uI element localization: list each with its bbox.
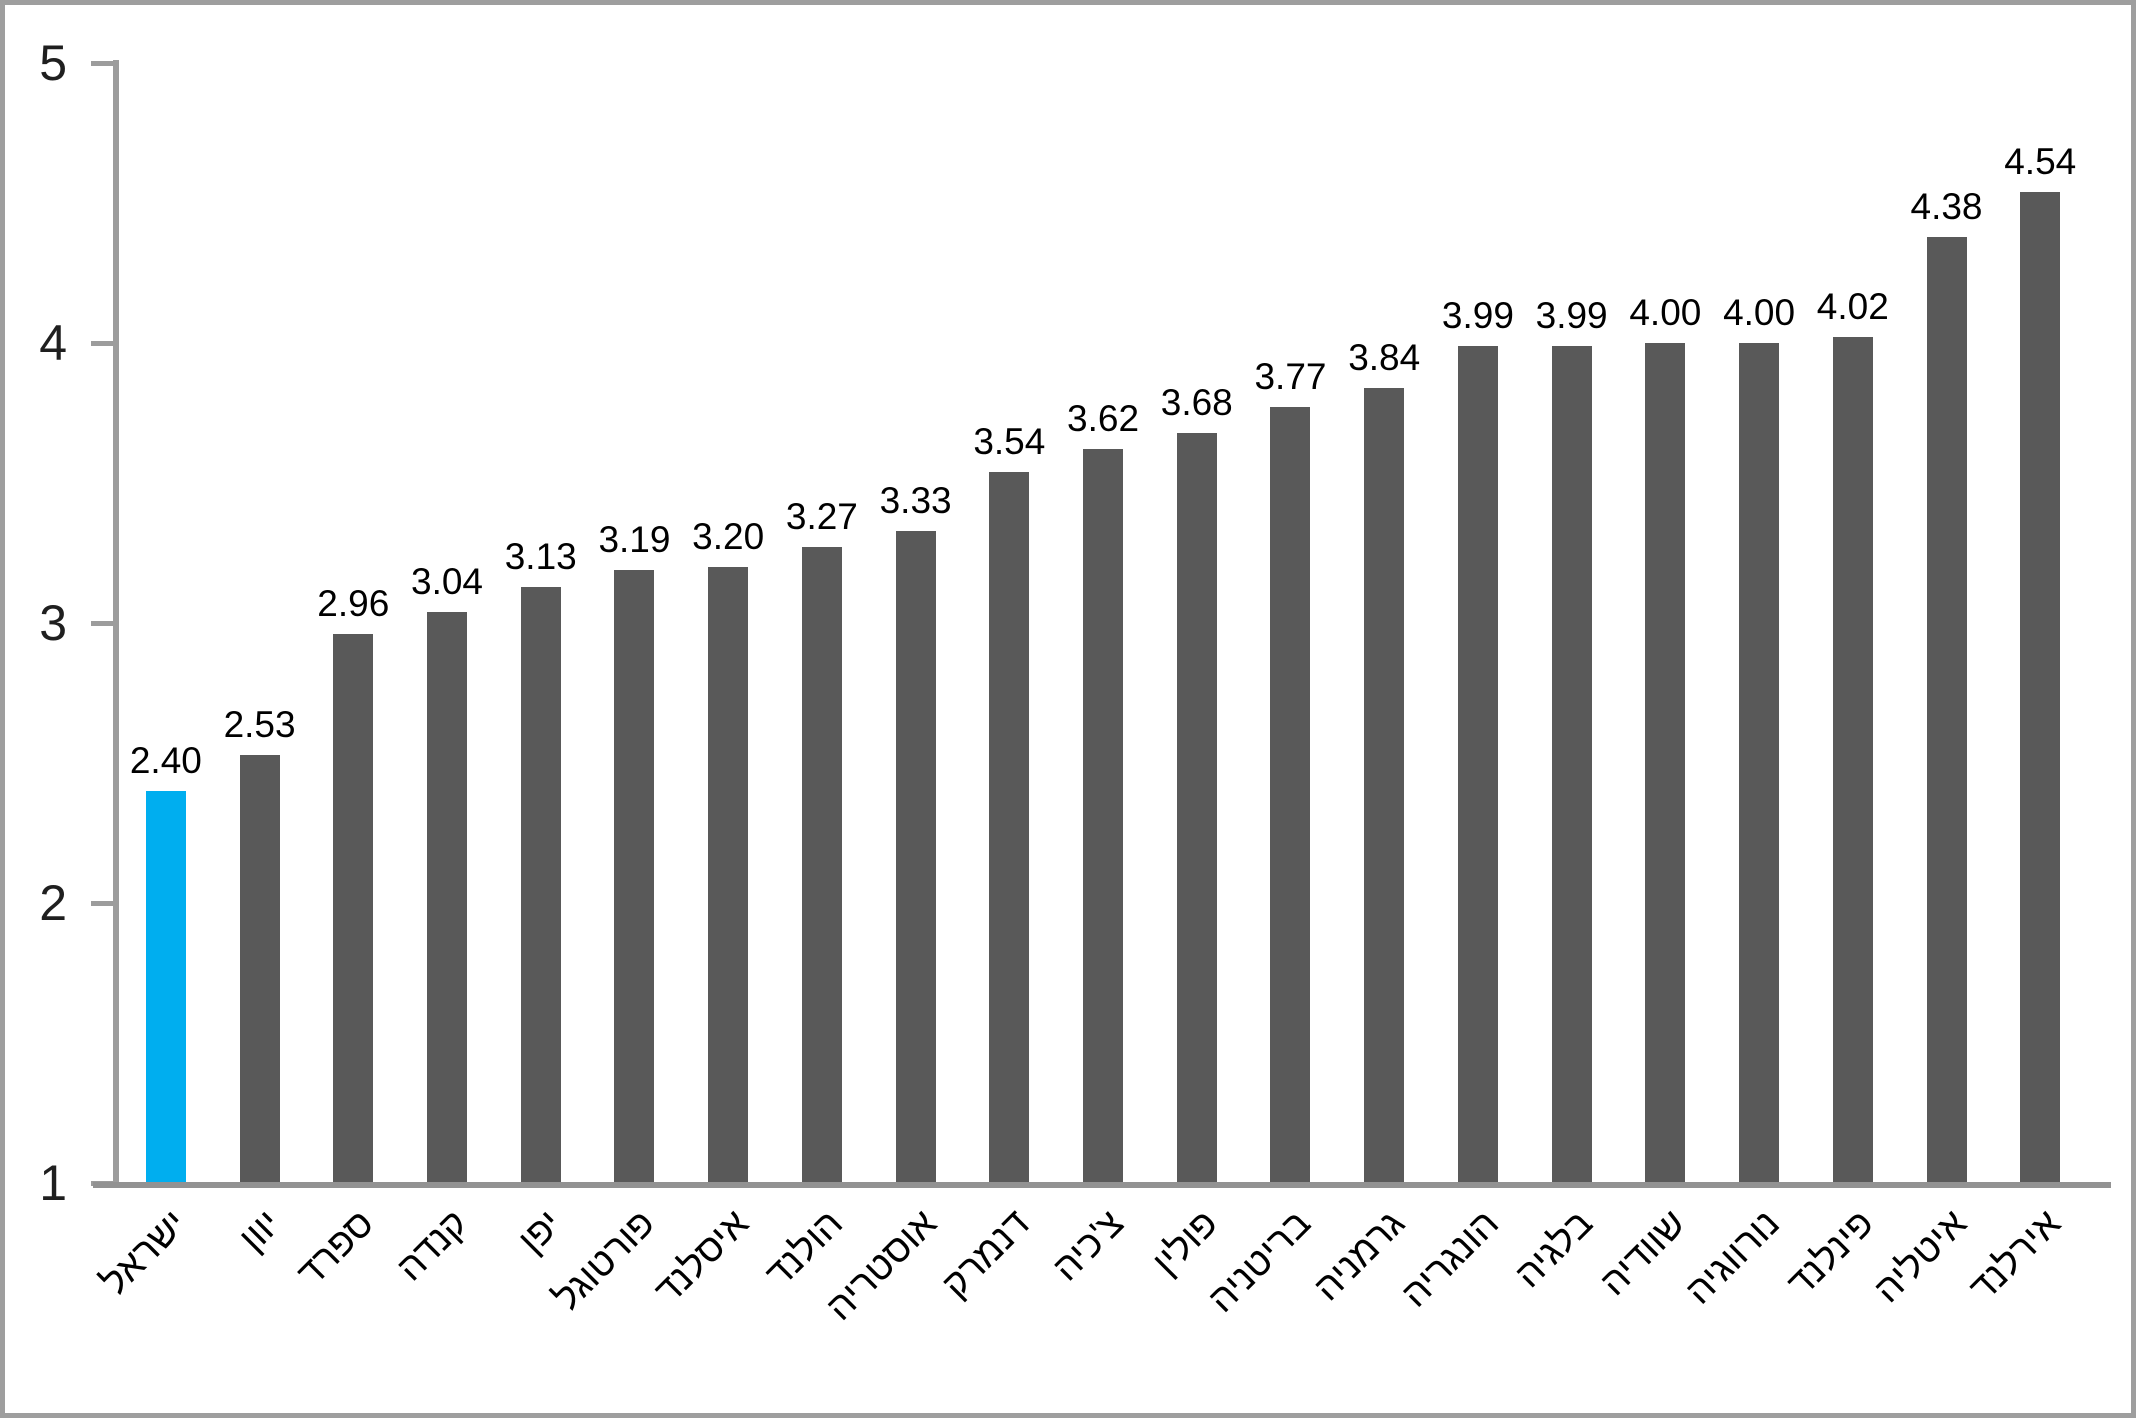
- bar-value-label: 3.20: [692, 516, 765, 557]
- bar: [2020, 191, 2061, 1183]
- bar-value-label: 3.04: [411, 560, 484, 602]
- bar-value-label: 3.77: [1254, 356, 1327, 398]
- bar-value-label: 3.68: [1160, 381, 1233, 423]
- bar-slot: 3.99: [1525, 63, 1619, 1183]
- x-axis-line: [93, 1182, 2111, 1188]
- bar: [520, 586, 561, 1183]
- bar-value-label: 3.62: [1067, 398, 1140, 440]
- bar: [1364, 387, 1405, 1183]
- bar-slot: 4.02: [1806, 63, 1900, 1183]
- x-category-label: איסלנד: [646, 1202, 758, 1313]
- bar-slot: 4.00: [1619, 63, 1713, 1183]
- bar-slot: 3.13: [494, 63, 588, 1183]
- x-category-label: בלגיה: [1506, 1202, 1601, 1297]
- bar: [239, 754, 280, 1183]
- y-tick-mark: [91, 61, 113, 66]
- bar: [895, 530, 936, 1183]
- bar: [333, 634, 374, 1183]
- x-category-label: נורווגיה: [1677, 1202, 1788, 1313]
- bar-value-label: 3.13: [504, 535, 577, 577]
- y-tick-label: 4: [39, 315, 67, 371]
- bar-value-label: 2.40: [129, 740, 202, 781]
- bar: [1926, 236, 1967, 1183]
- x-category-label: פולין: [1144, 1202, 1226, 1284]
- bar: [1739, 343, 1780, 1183]
- bar-value-label: 3.19: [598, 518, 671, 560]
- x-category-label: ספרד: [289, 1202, 383, 1295]
- bar-slot: 4.54: [1993, 63, 2087, 1183]
- bar: [1457, 345, 1498, 1183]
- bar-value-label: 2.96: [317, 583, 390, 625]
- bar-slot: 3.19: [588, 63, 682, 1183]
- y-axis-line: [113, 60, 119, 1183]
- bar-value-label: 3.99: [1535, 294, 1608, 336]
- x-category-label: יפן: [510, 1202, 570, 1262]
- bar: [1551, 345, 1592, 1183]
- bar-slot: 2.40: [119, 63, 213, 1183]
- bar-value-label: 4.02: [1816, 286, 1889, 328]
- bar: [1270, 407, 1311, 1183]
- bar-slot: 2.96: [306, 63, 400, 1183]
- x-category-label: ישראל: [93, 1202, 195, 1304]
- x-category-label: אירלנד: [1961, 1202, 2070, 1310]
- bar-slot: 3.99: [1431, 63, 1525, 1183]
- bar-value-label: 4.00: [1629, 292, 1702, 333]
- bar-value-label: 3.27: [785, 496, 858, 538]
- bar: [1832, 337, 1873, 1183]
- x-category-label: דנמרק: [934, 1202, 1039, 1307]
- y-tick-mark: [91, 341, 113, 346]
- bar-highlighted: [145, 791, 186, 1183]
- y-tick-label: 3: [39, 595, 67, 651]
- y-tick-mark: [91, 901, 113, 906]
- bar-value-label: 2.53: [223, 703, 296, 745]
- bar-slot: 4.38: [1900, 63, 1994, 1183]
- bar-value-label: 3.54: [973, 420, 1046, 462]
- bar: [989, 471, 1030, 1183]
- x-category-label: קנדה: [388, 1202, 476, 1290]
- y-tick-label: 5: [39, 35, 67, 91]
- y-tick-mark: [91, 621, 113, 626]
- x-category-label: פורטוגל: [546, 1202, 664, 1320]
- bar-value-label: 3.99: [1441, 294, 1514, 336]
- bar-slot: 4.00: [1712, 63, 1806, 1183]
- x-category-label: בריטניה: [1200, 1202, 1320, 1321]
- bar: [614, 569, 655, 1183]
- bars-container: 2.40 2.53 2.96 3.04 3.13 3.19 3.20 3.27 3.33 3.54…: [119, 63, 2087, 1183]
- bar: [801, 547, 842, 1183]
- bar-slot: 3.27: [775, 63, 869, 1183]
- bar: [427, 611, 468, 1183]
- bar-slot: 3.77: [1244, 63, 1338, 1183]
- bar-value-label: 3.33: [879, 479, 952, 521]
- bar-slot: 3.20: [681, 63, 775, 1183]
- bar-slot: 3.84: [1337, 63, 1431, 1183]
- y-tick-label: 1: [39, 1155, 67, 1211]
- bar: [1176, 432, 1217, 1183]
- bar-slot: 3.68: [1150, 63, 1244, 1183]
- bar-slot: 3.54: [962, 63, 1056, 1183]
- bar-value-label: 4.38: [1910, 185, 1983, 227]
- y-tick-label: 2: [39, 875, 67, 931]
- x-category-label: שוודיה: [1592, 1202, 1695, 1304]
- plot-area: 1 2 3 4 5 2.40 2.53 2.96 3.04 3.13 3.19 3.20 3.27 3.…: [39, 38, 2111, 1329]
- x-category-label: גרמניה: [1306, 1202, 1414, 1310]
- bar-slot: 3.04: [400, 63, 494, 1183]
- x-category-label: צ'כיה: [1044, 1202, 1132, 1290]
- bar-value-label: 4.54: [2004, 140, 2077, 182]
- x-category-label: יוון: [230, 1202, 289, 1260]
- bar-value-label: 3.84: [1348, 336, 1421, 378]
- bar-slot: 3.62: [1056, 63, 1150, 1183]
- x-category-label: פינלנד: [1779, 1202, 1882, 1305]
- x-category-label: איטליה: [1866, 1202, 1976, 1312]
- bar-slot: 2.53: [213, 63, 307, 1183]
- bar: [708, 567, 749, 1183]
- bar: [1083, 449, 1124, 1183]
- x-category-label: הונגריה: [1393, 1202, 1507, 1316]
- bar-slot: 3.33: [869, 63, 963, 1183]
- bar-value-label: 4.00: [1723, 292, 1796, 333]
- bar: [1645, 343, 1686, 1183]
